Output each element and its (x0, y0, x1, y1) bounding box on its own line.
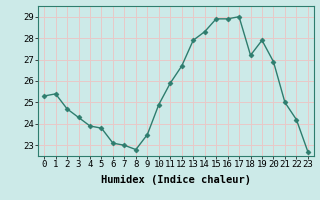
X-axis label: Humidex (Indice chaleur): Humidex (Indice chaleur) (101, 175, 251, 185)
